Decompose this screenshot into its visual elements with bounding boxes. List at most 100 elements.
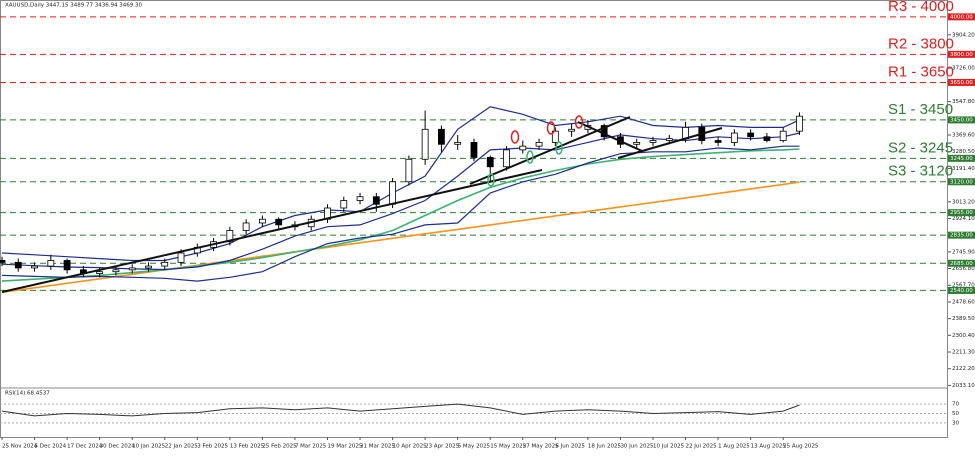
candle-body xyxy=(389,181,396,205)
level-axis-label: 2540.00 xyxy=(950,288,973,294)
x-tick-label: 27 May 2025 xyxy=(523,444,559,450)
candle-body xyxy=(568,128,576,132)
y-tick-label: 2656.80 xyxy=(952,266,975,272)
rsi-tick-label: 70 xyxy=(952,402,959,408)
y-tick-label: 3280.50 xyxy=(952,149,975,155)
peak-marker xyxy=(510,130,520,144)
candle-body xyxy=(519,145,527,151)
x-tick-label: 7 Mar 2025 xyxy=(295,444,327,450)
candle-body xyxy=(796,115,803,132)
level-axis-box xyxy=(948,178,975,186)
indicator-line xyxy=(1,145,800,282)
candle-body xyxy=(714,140,722,143)
level-axis-box xyxy=(948,50,975,58)
level-axis-box xyxy=(948,78,975,86)
y-tick-label: 2478.60 xyxy=(952,299,975,305)
candle-body xyxy=(0,260,6,263)
candle-body xyxy=(503,149,510,168)
y-tick-label: 2745.90 xyxy=(952,249,975,255)
y-tick-label: 2300.40 xyxy=(952,333,975,339)
candle-body xyxy=(730,132,738,143)
y-tick-label: 3904.20 xyxy=(952,32,975,38)
trough-marker xyxy=(487,173,495,187)
candle-body xyxy=(405,158,413,183)
candle-body xyxy=(145,265,152,269)
y-tick-label: 2567.70 xyxy=(952,283,975,289)
x-tick-label: 5 May 2025 xyxy=(458,444,491,450)
level-axis-label: 3120.00 xyxy=(950,179,973,185)
chart-title: XAUUSD,Daily 3447.15 3489.77 3436.94 346… xyxy=(5,3,142,9)
x-tick-label: 18 Jun 2025 xyxy=(588,444,622,450)
trendline xyxy=(617,127,723,159)
level-label: S1 - 3450 xyxy=(888,101,953,118)
x-tick-label: 30 Dec 2024 xyxy=(100,444,136,450)
candle-body xyxy=(258,218,266,224)
trendlines xyxy=(1,116,723,293)
level-axis-label: 4000.00 xyxy=(950,14,973,20)
x-tick-label: 5 Dec 2024 xyxy=(35,444,67,450)
level-axis-box xyxy=(948,154,975,162)
level-axis-label: 2955.00 xyxy=(950,210,973,216)
candle-body xyxy=(275,218,283,226)
candle-body xyxy=(665,138,673,141)
y-tick-label: 3013.20 xyxy=(952,199,975,205)
x-tick-label: 10 Jul 2025 xyxy=(653,444,685,450)
y-tick-label: 3191.40 xyxy=(952,166,975,172)
level-axis-label: 3450.00 xyxy=(950,117,973,123)
x-tick-label: 22 Jul 2025 xyxy=(686,444,718,450)
trendline xyxy=(1,169,543,293)
candle-body xyxy=(128,267,136,271)
y-tick-label: 2211.30 xyxy=(952,350,975,356)
x-tick-label: 3 Feb 2025 xyxy=(197,444,228,450)
x-tick-label: 23 Apr 2025 xyxy=(425,444,460,450)
candle-body xyxy=(747,132,755,138)
level-axis-box xyxy=(948,286,975,294)
level-axis-label: 2835.00 xyxy=(950,233,973,239)
x-tick-label: 10 Apr 2025 xyxy=(393,444,428,450)
candle-body xyxy=(340,200,348,209)
level-axis-label: 3650.00 xyxy=(950,80,973,86)
indicator-line xyxy=(1,181,800,294)
candle-body xyxy=(63,260,71,271)
candle-body xyxy=(31,265,38,269)
plot-frame xyxy=(0,0,948,438)
candle-body xyxy=(763,136,771,141)
candle-body xyxy=(372,196,380,205)
candle-body xyxy=(779,130,787,141)
candle-body xyxy=(161,261,169,267)
level-label: R3 - 4000 xyxy=(888,0,954,15)
y-tick-label: 2389.50 xyxy=(952,316,975,322)
x-tick-label: 1 Aug 2025 xyxy=(718,444,750,450)
trendline xyxy=(577,121,643,152)
candle-body xyxy=(226,230,234,243)
y-tick-label: 3726.00 xyxy=(952,66,975,72)
level-axis-box xyxy=(948,13,975,21)
level-axis-box xyxy=(948,231,975,239)
level-label: S2 - 3245 xyxy=(888,139,953,156)
y-tick-label: 3369.60 xyxy=(952,132,975,138)
level-axis-box xyxy=(948,209,975,217)
candle-body xyxy=(551,130,559,143)
candle-body xyxy=(633,142,641,145)
x-tick-label: 25 Aug 2025 xyxy=(783,444,819,450)
x-tick-label: 17 Dec 2024 xyxy=(67,444,103,450)
level-axis-label: 3800.00 xyxy=(950,52,973,58)
rsi-title: RSI(14) 68.4537 xyxy=(5,391,50,397)
level-axis-box xyxy=(948,259,975,267)
x-tick-label: 6 Jun 2025 xyxy=(555,444,585,450)
trendline xyxy=(469,116,631,185)
y-tick-label: 3547.80 xyxy=(952,99,975,105)
x-tick-label: 30 Jun 2025 xyxy=(620,444,654,450)
level-axis-label: 3245.00 xyxy=(950,156,973,162)
rsi-tick-label: 30 xyxy=(952,420,959,426)
x-tick-label: 10 Jan 2025 xyxy=(132,444,165,450)
x-tick-label: 25 Feb 2025 xyxy=(262,444,297,450)
x-tick-label: 13 Feb 2025 xyxy=(230,444,265,450)
level-axis-box xyxy=(948,116,975,124)
x-tick-label: 22 Jan 2025 xyxy=(165,444,198,450)
trough-marker xyxy=(555,141,563,155)
candle-body xyxy=(421,128,429,160)
y-tick-label: 2924.10 xyxy=(952,216,975,222)
x-tick-label: 31 Mar 2025 xyxy=(360,444,395,450)
candle-body xyxy=(486,156,494,168)
